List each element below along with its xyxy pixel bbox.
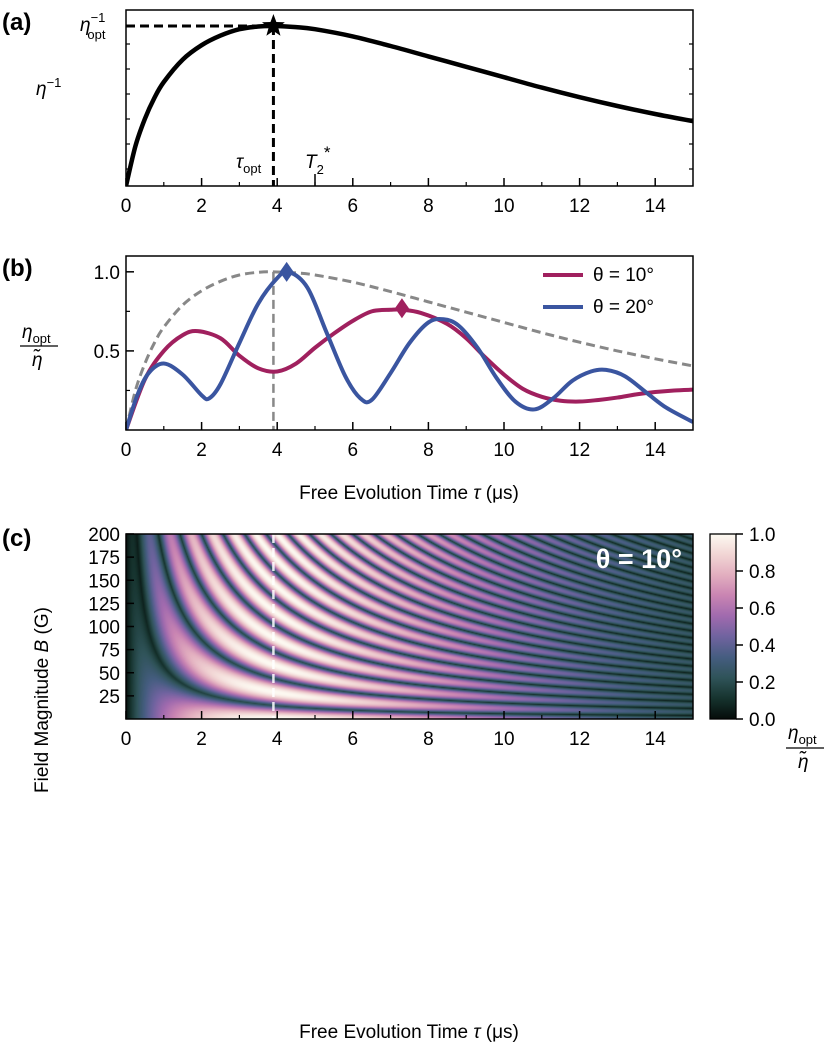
- panel-b-y-label: ηopt η̃: [20, 322, 58, 371]
- panel-a-x-ticks: 0 2 4 6 8 10 12 14: [121, 25, 693, 217]
- panel-a-x-tick-label-10: 10: [493, 196, 514, 217]
- legend-label-theta-20: θ = 20°: [593, 297, 654, 318]
- colorbar-tick-label-0: 0.0: [749, 710, 775, 731]
- panel-b-legend: θ = 10° θ = 20°: [543, 265, 654, 318]
- panel-b-x-tick-label-6: 6: [348, 440, 359, 461]
- panel-b-y-tick-label-0.5: 0.5: [94, 342, 120, 363]
- panel-a-x-tick-label-2: 2: [196, 196, 207, 217]
- panel-a-x-tick-label-14: 14: [645, 196, 667, 217]
- panel-c-x-tick-label-12: 12: [569, 729, 590, 750]
- panel-a-x-tick-label-0: 0: [121, 196, 132, 217]
- panel-a-x-tick-label-6: 6: [348, 196, 359, 217]
- panel-b-y-tick-label-1: 1.0: [94, 263, 120, 284]
- panel-c-y-tick-label-100: 100: [88, 618, 120, 639]
- colorbar-label-numerator: ηopt: [788, 723, 817, 747]
- panel-b-x-tick-label-4: 4: [272, 440, 283, 461]
- panel-b-x-tick-label-0: 0: [121, 440, 132, 461]
- panel-a-t2-star-label: T2*: [305, 143, 331, 177]
- panel-c-x-tick-label-6: 6: [348, 729, 359, 750]
- panel-b-series-theta-20: [126, 269, 693, 430]
- panel-c-y-tick-label-150: 150: [88, 571, 120, 592]
- panel-c-annotation: θ = 10°: [596, 544, 682, 574]
- panel-c-y-tick-label-200: 200: [88, 525, 120, 546]
- panel-a-y-label: η−1: [36, 75, 61, 100]
- colorbar-label: ηopt η̃: [786, 723, 824, 773]
- panel-a-x-tick-label-12: 12: [569, 196, 590, 217]
- panel-b-ticks: 0 2 4 6 8 10 12 14 0.5 1.0: [94, 263, 667, 461]
- colorbar-label-denominator: η̃: [798, 751, 809, 773]
- panel-b-peak-marker-theta-20: [279, 261, 294, 282]
- panel-a-eta-opt-label: η−1 opt: [80, 10, 106, 42]
- legend-label-theta-10: θ = 10°: [593, 265, 654, 286]
- panel-b-envelope-curve: [126, 270, 693, 430]
- colorbar-tick-label-0.6: 0.6: [749, 599, 775, 620]
- panel-c-x-tick-label-14: 14: [645, 729, 667, 750]
- panel-a-label: (a): [2, 9, 31, 36]
- panel-b-x-label: Free Evolution Time τ (μs): [299, 483, 519, 504]
- colorbar: [710, 534, 736, 719]
- panel-b-x-tick-label-8: 8: [423, 440, 434, 461]
- panel-b: (b) 0 2 4 6 8 10 12 14 0.5 1.0 θ = 10° θ = 20° ηo…: [2, 255, 694, 504]
- panel-c-y-label: Field Magnitude B (G): [32, 607, 53, 793]
- panel-a-optimum-star-marker: [262, 14, 285, 36]
- panel-c-label: (c): [2, 525, 31, 552]
- panel-c-x-tick-label-4: 4: [272, 729, 283, 750]
- colorbar-ticks: 0.0 0.2 0.4 0.6 0.8 1.0: [736, 525, 776, 731]
- panel-c-heatmap-image: [126, 534, 693, 719]
- panel-b-x-tick-label-14: 14: [645, 440, 667, 461]
- panel-b-label: (b): [2, 255, 33, 282]
- panel-a-tau-opt-label: τopt: [236, 152, 262, 176]
- panel-c-y-tick-label-50: 50: [99, 664, 120, 685]
- colorbar-tick-label-1: 1.0: [749, 525, 775, 546]
- panel-a-curve: [126, 23, 693, 186]
- panel-b-x-tick-label-2: 2: [196, 440, 207, 461]
- panel-a-x-tick-label-4: 4: [272, 196, 283, 217]
- colorbar-tick-label-0.2: 0.2: [749, 673, 775, 694]
- panel-c-x-tick-label-0: 0: [121, 729, 132, 750]
- colorbar-tick-label-0.4: 0.4: [749, 636, 776, 657]
- panel-c-x-tick-label-2: 2: [196, 729, 207, 750]
- panel-a-x-tick-label-8: 8: [423, 196, 434, 217]
- panel-b-x-tick-label-10: 10: [493, 440, 514, 461]
- panel-c-y-tick-label-75: 75: [99, 641, 120, 662]
- panel-c-x-tick-label-10: 10: [493, 729, 514, 750]
- colorbar-frame: [709, 533, 737, 720]
- panel-b-x-tick-label-12: 12: [569, 440, 590, 461]
- panel-b-y-label-denominator: η̃: [32, 349, 43, 371]
- panel-c-y-tick-label-175: 175: [88, 548, 120, 569]
- panel-b-peak-marker-theta-10: [394, 298, 409, 319]
- colorbar-tick-label-0.8: 0.8: [749, 562, 775, 583]
- panel-a-frame: [125, 9, 694, 187]
- panel-b-y-label-numerator: ηopt: [22, 322, 51, 346]
- panel-b-frame: [125, 255, 694, 431]
- panel-c-y-tick-label-125: 125: [88, 594, 120, 615]
- panel-c-x-tick-label-8: 8: [423, 729, 434, 750]
- panel-a: (a) 0 2 4 6 8 10 12 14 η−1 η−1 opt τopt T2*: [2, 9, 694, 217]
- panel-c-x-label: Free Evolution Time τ (μs): [299, 1022, 519, 1043]
- panel-c-y-tick-label-25: 25: [99, 687, 120, 708]
